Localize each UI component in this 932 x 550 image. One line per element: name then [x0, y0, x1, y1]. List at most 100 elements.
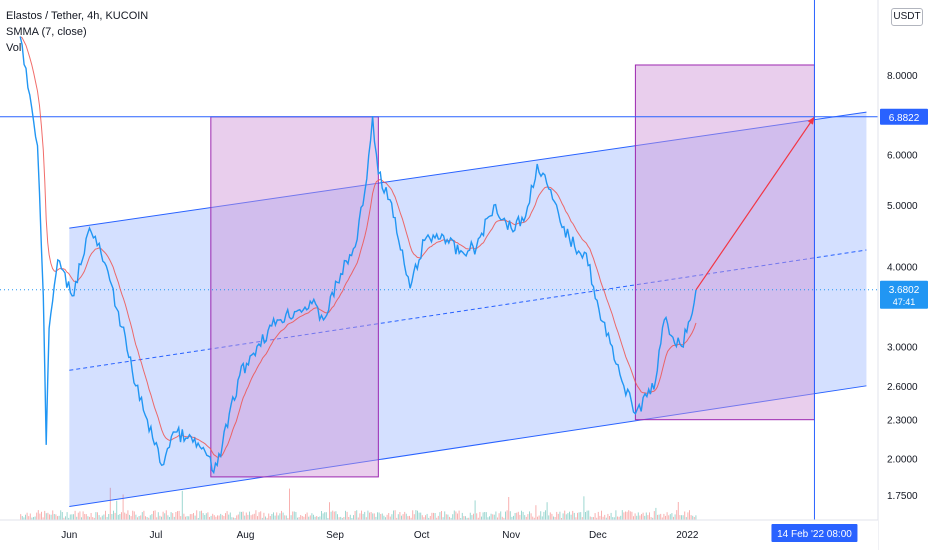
- volume-bar: [695, 515, 697, 520]
- volume-bar: [535, 505, 537, 520]
- volume-bar: [81, 517, 82, 520]
- volume-bar: [583, 496, 585, 520]
- volume-bar: [487, 517, 489, 520]
- volume-bar: [389, 516, 391, 520]
- volume-bar: [341, 518, 343, 520]
- volume-bar: [21, 516, 23, 520]
- volume-bar: [612, 517, 614, 520]
- volume-bar: [101, 515, 103, 520]
- volume-bar: [311, 513, 313, 520]
- volume-bar: [185, 516, 186, 520]
- volume-bar: [540, 511, 542, 520]
- volume-bar: [621, 510, 623, 520]
- price-line: [19, 36, 697, 475]
- volume-bar: [36, 512, 38, 520]
- volume-bar: [332, 510, 334, 520]
- x-tick-label: 2022: [676, 530, 699, 541]
- volume-bar: [213, 515, 215, 520]
- volume-bar: [87, 516, 89, 520]
- volume-bar: [149, 515, 151, 520]
- volume-bar: [301, 516, 303, 520]
- volume-bar: [572, 510, 574, 520]
- volume-bar: [103, 514, 105, 520]
- range-box-1: [210, 116, 379, 478]
- volume-bar: [473, 513, 474, 520]
- volume-bar: [682, 515, 684, 520]
- volume-bar: [450, 517, 452, 520]
- volume-bar: [50, 514, 52, 520]
- volume-bar: [29, 513, 31, 520]
- volume-bar: [500, 511, 502, 520]
- current-price-badge: [880, 280, 928, 309]
- volume-bar: [105, 510, 106, 520]
- volume-bar: [338, 517, 340, 520]
- volume-bar: [305, 514, 306, 520]
- volume-bar: [186, 516, 188, 520]
- volume-bar: [489, 516, 490, 520]
- currency-badge[interactable]: USDT: [891, 8, 923, 26]
- price-axis-bg: [878, 0, 932, 550]
- volume-bar: [639, 515, 641, 520]
- volume-bar: [346, 511, 348, 520]
- drawings-layer: [0, 64, 878, 508]
- volume-bar: [306, 512, 308, 520]
- volume-bar: [597, 511, 599, 520]
- volume-bar: [492, 514, 494, 520]
- volume-bar: [629, 511, 631, 520]
- volume-label[interactable]: Vol: [6, 42, 22, 54]
- volume-bar: [225, 513, 226, 520]
- volume-bar: [202, 513, 204, 520]
- volume-bar: [82, 511, 84, 520]
- volume-bar: [570, 514, 572, 520]
- volume-bar: [309, 515, 311, 520]
- volume-bar: [455, 511, 457, 520]
- volume-bar: [73, 514, 74, 520]
- volume-bar: [690, 515, 692, 520]
- y-tick-label: 3.0000: [887, 342, 918, 353]
- volume-bar: [677, 502, 679, 520]
- volume-bar: [442, 517, 444, 520]
- volume-bar: [636, 515, 638, 520]
- volume-bar: [95, 512, 97, 520]
- x-tick-label: Jun: [61, 530, 77, 541]
- volume-bar: [138, 516, 140, 520]
- volume-bar: [345, 510, 346, 520]
- volume-bar: [274, 515, 276, 520]
- volume-bar: [189, 514, 191, 520]
- volume-bar: [207, 512, 209, 520]
- volume-bar: [468, 517, 470, 520]
- volume-bar: [199, 511, 201, 520]
- volume-bar: [226, 511, 228, 520]
- volume-bar: [625, 511, 626, 520]
- volume-bar: [281, 510, 282, 520]
- volume-bar: [97, 512, 98, 520]
- volume-bar: [61, 512, 63, 520]
- volume-bar: [348, 517, 350, 520]
- volume-bar: [170, 512, 172, 520]
- volume-bar: [610, 512, 612, 520]
- volume-bar: [461, 512, 463, 520]
- symbol-title[interactable]: Elastos / Tether, 4h, KUCOIN: [6, 10, 149, 22]
- volume-bar: [151, 514, 153, 520]
- volume-bar: [385, 517, 386, 520]
- volume-bar: [183, 513, 185, 520]
- volume-bar: [426, 513, 428, 520]
- volume-bar: [308, 516, 310, 520]
- volume-bar: [255, 510, 257, 520]
- volume-bar: [242, 511, 244, 520]
- volume-bar: [381, 513, 383, 520]
- volume-bar: [293, 511, 295, 520]
- volume-bar: [25, 514, 26, 520]
- indicator-label[interactable]: SMMA (7, close): [6, 26, 87, 38]
- volume-bar: [205, 513, 207, 520]
- volume-bar: [589, 516, 591, 520]
- volume-bar: [529, 511, 530, 520]
- volume-bar: [133, 511, 135, 520]
- volume-bar: [273, 512, 274, 520]
- volume-bar: [68, 517, 70, 520]
- volume-bar: [645, 512, 647, 520]
- volume-bar: [618, 516, 620, 520]
- volume-bar: [671, 513, 673, 520]
- current-price-label: 3.6802: [889, 285, 920, 296]
